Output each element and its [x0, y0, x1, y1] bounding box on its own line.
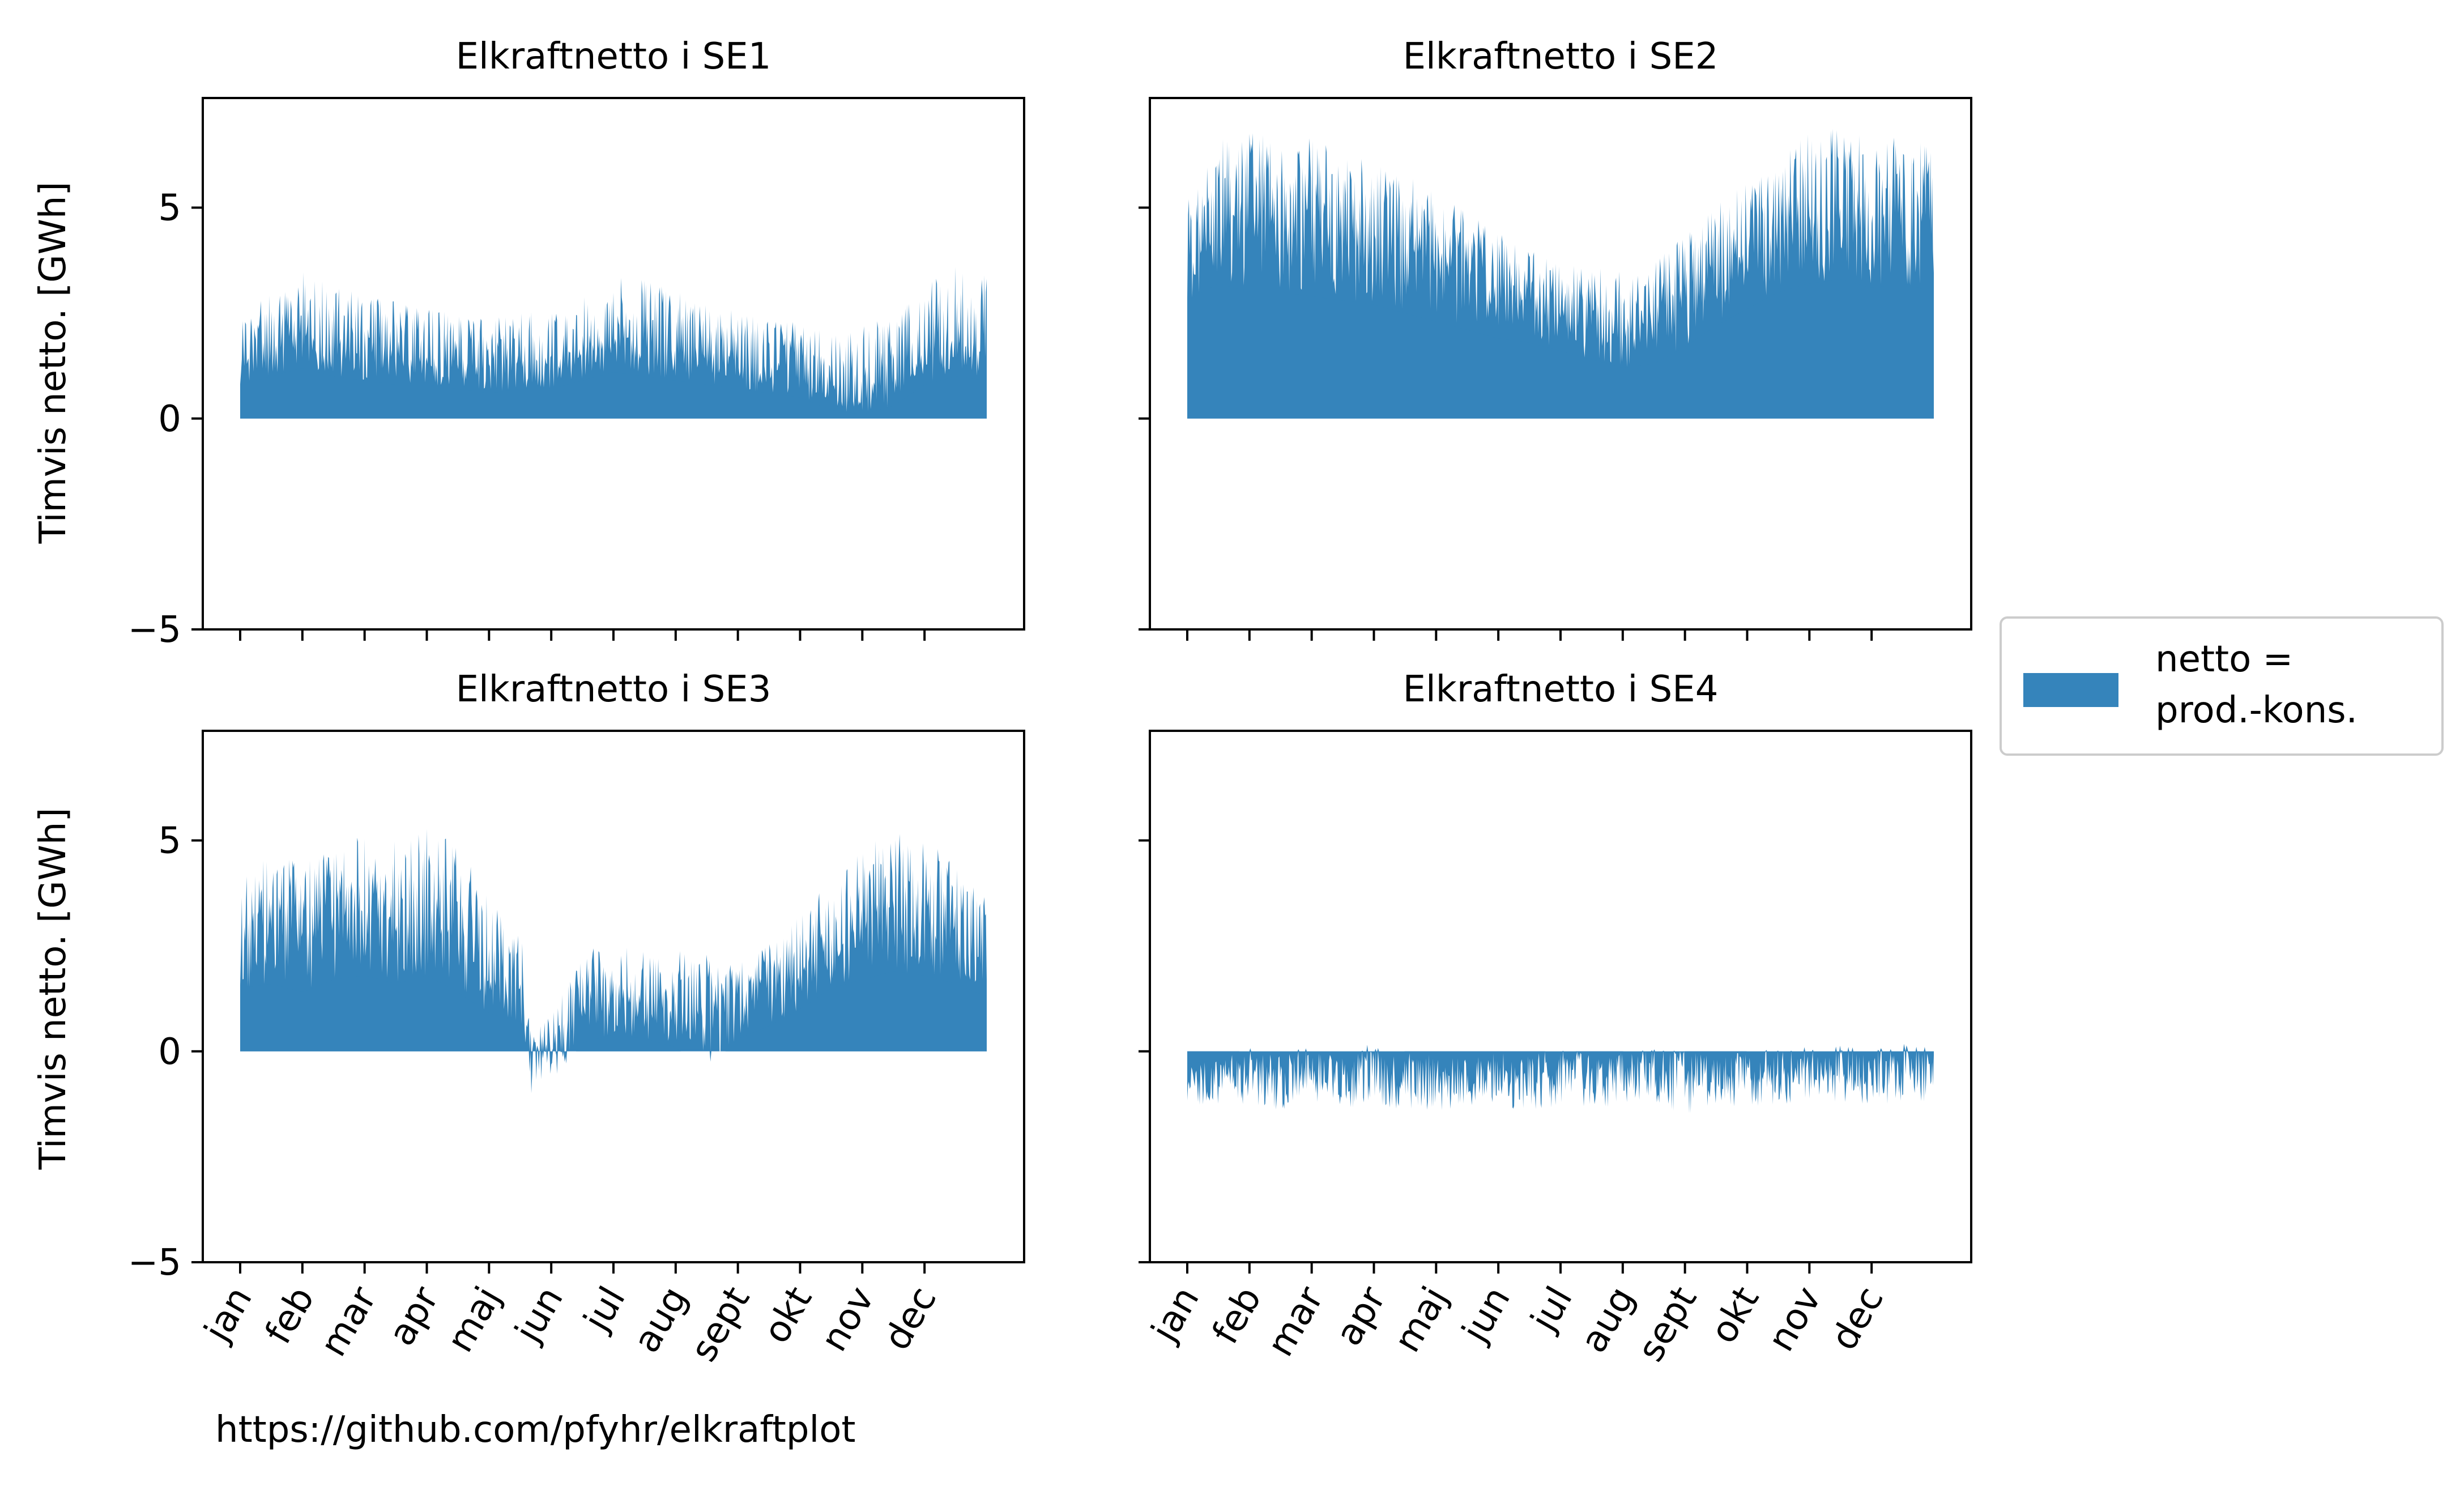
xtick-label: jun	[1453, 1280, 1519, 1350]
subplot-title: Elkraftnetto i SE3	[456, 669, 771, 710]
legend: netto = prod.-kons.	[2000, 616, 2444, 756]
xtick-label: sept	[683, 1280, 758, 1369]
xtick-label: jan	[1143, 1280, 1208, 1349]
subplot-grid: Elkraftnetto i SE1 −5 0 5 Elkraftnetto i SE2…	[128, 36, 1972, 1369]
xtick-label: mar	[1259, 1279, 1332, 1363]
xtick-label: jul	[575, 1280, 634, 1339]
ylabel-bottom: Timvis netto. [GWh]	[32, 808, 74, 1170]
subplot-2: Elkraftnetto i SE2	[1139, 36, 1972, 641]
ytick-label: −5	[128, 609, 181, 651]
subplot-title: Elkraftnetto i SE4	[1403, 669, 1719, 710]
xtick-label: feb	[1204, 1280, 1269, 1351]
axes-frame	[1149, 730, 1972, 1263]
subplot-1: Elkraftnetto i SE1 −5 0 5	[128, 36, 1025, 651]
subplot-title: Elkraftnetto i SE1	[456, 36, 771, 78]
ytick-label: 5	[158, 820, 181, 862]
xtick-label: maj	[439, 1280, 509, 1359]
xtick-label: mar	[312, 1279, 385, 1363]
legend-swatch	[2023, 673, 2118, 707]
xtick-label: jan	[196, 1280, 261, 1349]
xtick-label: apr	[1328, 1279, 1395, 1353]
source-credit: https://github.com/pfyhr/elkraftplot	[215, 1409, 856, 1451]
ylabel-top: Timvis netto. [GWh]	[32, 182, 74, 544]
xtick-label: feb	[257, 1280, 322, 1351]
xtick-label: okt	[1703, 1280, 1768, 1351]
xtick-label: jul	[1523, 1280, 1581, 1339]
legend-label-line1: netto =	[2155, 638, 2293, 680]
ytick-label: −5	[128, 1242, 181, 1284]
xtick-label: jun	[506, 1280, 572, 1350]
series-area	[240, 267, 987, 419]
legend-frame	[2000, 616, 2444, 756]
series-core	[240, 368, 987, 419]
xtick-label: nov	[1760, 1280, 1830, 1359]
series-core	[240, 971, 987, 1051]
xtick-label: sept	[1630, 1280, 1705, 1369]
xtick-label: dec	[876, 1280, 945, 1357]
xtick-label: maj	[1386, 1280, 1456, 1359]
ytick-label: 0	[158, 1031, 181, 1073]
series-area	[1187, 1044, 1934, 1113]
subplot-3: Elkraftnetto i SE3 −5 0 5 janfebmaraprmajjun…	[128, 669, 1025, 1369]
xtick-label: apr	[381, 1279, 447, 1353]
xtick-label: dec	[1823, 1280, 1892, 1357]
series-core	[1187, 279, 1934, 419]
xtick-label: okt	[756, 1280, 821, 1351]
subplot-title: Elkraftnetto i SE2	[1403, 36, 1719, 78]
legend-label-line2: prod.-kons.	[2155, 689, 2358, 731]
ytick-label: 0	[158, 398, 181, 440]
ytick-label: 5	[158, 188, 181, 229]
series-area	[240, 829, 987, 1093]
xtick-label: nov	[813, 1280, 883, 1359]
